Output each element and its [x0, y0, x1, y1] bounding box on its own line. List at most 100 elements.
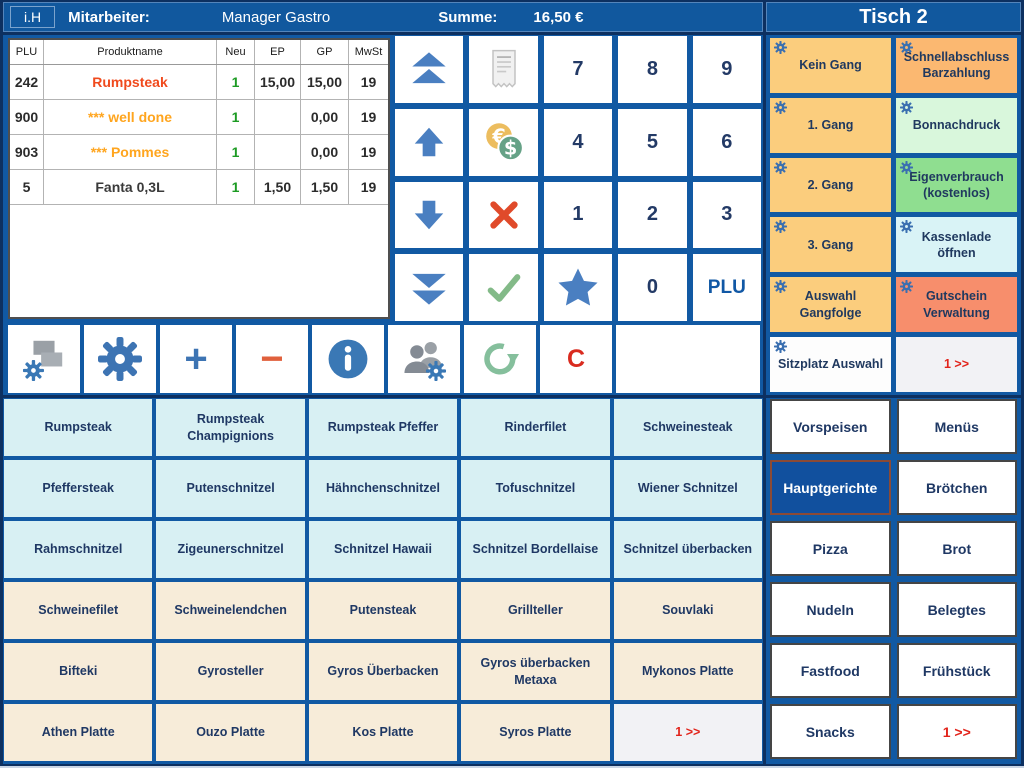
category-brot-button[interactable]: Brot [896, 521, 1017, 576]
product-button[interactable]: Hähnchenschnitzel [308, 460, 458, 517]
product-button[interactable]: Gyros überbacken Metaxa [461, 643, 610, 700]
scroll-down-button[interactable] [395, 181, 464, 249]
key-6[interactable]: 6 [692, 108, 761, 176]
gang-1-button[interactable]: 1. Gang [770, 97, 891, 153]
scroll-bottom-button[interactable] [395, 254, 464, 321]
category-nudeln-button[interactable]: Nudeln [770, 582, 891, 637]
category-page-next-button[interactable]: 1 >> [896, 704, 1017, 759]
button-label: Eigenverbrauch (kostenlos) [909, 169, 1004, 201]
product-button[interactable]: Ouzo Platte [156, 704, 305, 761]
product-button[interactable]: Grillteller [461, 582, 610, 639]
key-1[interactable]: 1 [543, 181, 613, 249]
product-button[interactable]: Wiener Schnitzel [613, 460, 762, 517]
product-button[interactable]: Schnitzel überbacken [613, 521, 762, 578]
app-badge: i.H [10, 6, 56, 28]
product-button[interactable]: Putenschnitzel [156, 460, 305, 517]
product-grid: Rumpsteak Rumpsteak Champignions Rumpste… [4, 399, 762, 761]
order-row[interactable]: 903 *** Pommes 1 0,00 19 [10, 135, 388, 170]
product-button[interactable]: Mykonos Platte [613, 643, 762, 700]
product-button[interactable]: Rinderfilet [461, 399, 610, 456]
favorites-button[interactable] [543, 254, 613, 321]
category-menues-button[interactable]: Menüs [896, 399, 1017, 454]
gang-3-button[interactable]: 3. Gang [770, 217, 891, 273]
scroll-up-button[interactable] [395, 108, 464, 176]
eigenverbrauch-button[interactable]: Eigenverbrauch (kostenlos) [896, 157, 1017, 213]
refresh-button[interactable] [464, 325, 536, 393]
decrease-button[interactable]: − [236, 325, 308, 393]
cancel-button[interactable] [469, 181, 538, 249]
key-3[interactable]: 3 [692, 181, 761, 249]
product-button[interactable]: Tofuschnitzel [461, 460, 610, 517]
key-8[interactable]: 8 [618, 36, 687, 103]
order-row[interactable]: 242 Rumpsteak 1 15,00 15,00 19 [10, 65, 388, 100]
function-page-next-button[interactable]: 1 >> [896, 337, 1017, 392]
key-5[interactable]: 5 [618, 108, 687, 176]
divider [3, 395, 763, 398]
clear-button[interactable]: C [540, 325, 612, 393]
product-button[interactable]: Syros Platte [461, 704, 610, 761]
product-button[interactable]: Kos Platte [308, 704, 458, 761]
payment-coins-button[interactable] [469, 108, 538, 176]
category-broetchen-button[interactable]: Brötchen [896, 460, 1017, 515]
blue-star-icon [555, 265, 601, 311]
bottom-edge [0, 766, 1024, 768]
product-button[interactable]: Rahmschnitzel [4, 521, 153, 578]
product-button[interactable]: Gyrosteller [156, 643, 305, 700]
user-management-button[interactable] [388, 325, 460, 393]
cell-qty: 1 [216, 170, 254, 204]
product-button[interactable]: Putensteak [308, 582, 458, 639]
key-7[interactable]: 7 [543, 36, 613, 103]
category-belegtes-button[interactable]: Belegtes [896, 582, 1017, 637]
product-button[interactable]: Schnitzel Bordellaise [461, 521, 610, 578]
product-button[interactable]: Schweinesteak [613, 399, 762, 456]
product-button[interactable]: Rumpsteak [4, 399, 153, 456]
category-hauptgerichte-button[interactable]: Hauptgerichte [770, 460, 891, 515]
gutschein-verwaltung-button[interactable]: Gutschein Verwaltung [896, 277, 1017, 333]
product-button[interactable]: Gyros Überbacken [308, 643, 458, 700]
cell-gp: 1,50 [300, 170, 348, 204]
category-pizza-button[interactable]: Pizza [770, 521, 891, 576]
category-fastfood-button[interactable]: Fastfood [770, 643, 891, 698]
product-button[interactable]: Rumpsteak Champignions [156, 399, 305, 456]
schnellabschluss-barzahlung-button[interactable]: Schnellabschluss Barzahlung [896, 38, 1017, 93]
refresh-icon [480, 339, 520, 379]
workflow-settings-button[interactable] [8, 325, 80, 393]
sitzplatz-auswahl-button[interactable]: Sitzplatz Auswahl [770, 337, 891, 392]
employee-name: Manager Gastro [221, 8, 331, 26]
category-snacks-button[interactable]: Snacks [770, 704, 891, 759]
key-0[interactable]: 0 [618, 254, 687, 321]
kein-gang-button[interactable]: Kein Gang [770, 38, 891, 93]
key-4[interactable]: 4 [543, 108, 613, 176]
function-toolbar: + − C [8, 325, 760, 393]
product-button[interactable]: Athen Platte [4, 704, 153, 761]
info-button[interactable] [312, 325, 384, 393]
cell-qty: 1 [216, 100, 254, 134]
receipt-button[interactable] [469, 36, 538, 103]
product-page-next-button[interactable]: 1 >> [613, 704, 762, 761]
order-row[interactable]: 5 Fanta 0,3L 1 1,50 1,50 19 [10, 170, 388, 205]
product-button[interactable]: Bifteki [4, 643, 153, 700]
auswahl-gangfolge-button[interactable]: Auswahl Gangfolge [770, 277, 891, 333]
key-9[interactable]: 9 [692, 36, 761, 103]
settings-button[interactable] [84, 325, 156, 393]
product-button[interactable]: Schweinelendchen [156, 582, 305, 639]
product-button[interactable]: Rumpsteak Pfeffer [308, 399, 458, 456]
gang-2-button[interactable]: 2. Gang [770, 157, 891, 213]
key-2[interactable]: 2 [618, 181, 687, 249]
bonnachdruck-button[interactable]: Bonnachdruck [896, 97, 1017, 153]
product-button[interactable]: Souvlaki [613, 582, 762, 639]
confirm-button[interactable] [469, 254, 538, 321]
product-button[interactable]: Pfeffersteak [4, 460, 153, 517]
order-row[interactable]: 900 *** well done 1 0,00 19 [10, 100, 388, 135]
product-button[interactable]: Schnitzel Hawaii [308, 521, 458, 578]
category-vorspeisen-button[interactable]: Vorspeisen [770, 399, 891, 454]
kassenlade-oeffnen-button[interactable]: Kassenlade öffnen [896, 217, 1017, 273]
increase-button[interactable]: + [160, 325, 232, 393]
product-button[interactable]: Zigeunerschnitzel [156, 521, 305, 578]
column-header-name: Produktname [43, 40, 216, 64]
green-check-icon [484, 268, 524, 308]
category-fruehstueck-button[interactable]: Frühstück [896, 643, 1017, 698]
plu-button[interactable]: PLU [692, 254, 761, 321]
product-button[interactable]: Schweinefilet [4, 582, 153, 639]
scroll-top-button[interactable] [395, 36, 464, 103]
